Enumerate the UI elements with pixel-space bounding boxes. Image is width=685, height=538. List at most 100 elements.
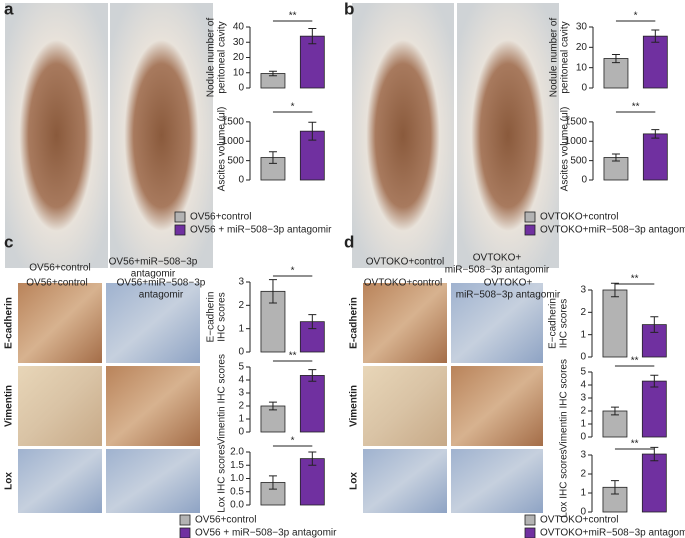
- ihc-photo: [451, 449, 543, 513]
- y-tick-label: 20: [233, 52, 245, 63]
- error-bar: [308, 369, 317, 382]
- row-label: Vimentin: [349, 385, 360, 427]
- y-tick-label: 0: [238, 175, 244, 186]
- y-tick-label: 0: [580, 352, 586, 363]
- y-axis-label: Nodule number of: [549, 18, 560, 98]
- y-axis-label: IHC scores: [559, 299, 570, 348]
- error-bar: [611, 53, 620, 64]
- legend-label: OV56+control: [190, 212, 251, 223]
- y-tick-label: 0: [238, 83, 244, 94]
- ihc-photo: [106, 366, 200, 446]
- y-tick-label: 0.0: [230, 500, 244, 511]
- row-label: E-cadherin: [4, 297, 15, 349]
- ihc-photo: [451, 366, 543, 446]
- y-tick-label: 2: [580, 307, 586, 318]
- ihc-photo: [363, 366, 447, 446]
- ihc-photo: [106, 449, 200, 513]
- photo-caption: OV56+miR−508−3p: [117, 278, 206, 289]
- legend-swatch: [179, 527, 191, 538]
- error-bar: [651, 29, 660, 43]
- y-tick-label: 1000: [222, 136, 245, 147]
- y-axis-label: Ascites volume (μl): [217, 107, 228, 192]
- photo-caption: miR−508−3p antagomir: [456, 290, 561, 301]
- y-tick-label: 2: [238, 401, 244, 412]
- photo-caption: OV56+control: [26, 278, 87, 289]
- y-tick-label: 0: [238, 427, 244, 438]
- legend-label: OVTOKO+miR−508−3p antagomir: [540, 225, 685, 236]
- y-tick-label: 0.5: [230, 486, 244, 497]
- photo-caption: miR−508−3p antagomir: [445, 265, 550, 276]
- bar: [642, 35, 668, 89]
- y-axis-label: Lox IHC scores: [559, 449, 570, 517]
- legend-swatch: [174, 224, 186, 236]
- y-tick-label: 1: [238, 414, 244, 425]
- legend-swatch: [524, 211, 536, 223]
- error-bar: [268, 151, 277, 164]
- y-tick-label: 2: [580, 406, 586, 417]
- legend-label: OV56 + miR−508−3p antagomir: [195, 528, 337, 538]
- y-tick-label: 2.0: [230, 447, 244, 458]
- error-bar: [650, 374, 659, 388]
- ihc-photo: [18, 366, 102, 446]
- y-tick-label: 20: [576, 42, 588, 53]
- row-label: Lox: [349, 472, 360, 490]
- error-bar: [268, 475, 277, 490]
- legend-label: OVTOKO+miR−508−3p antagomir: [540, 528, 685, 538]
- bar: [641, 380, 667, 438]
- ihc-photo: [106, 283, 200, 363]
- y-axis-label: E−cadherin: [548, 298, 559, 349]
- significance-label: **: [632, 102, 640, 113]
- error-bar: [308, 451, 317, 466]
- mouse-photo: [110, 3, 213, 268]
- significance-label: **: [631, 439, 639, 450]
- y-tick-label: 1.0: [230, 473, 244, 484]
- bar: [299, 375, 325, 433]
- y-tick-label: 0: [580, 432, 586, 443]
- photo-caption: antagomir: [131, 269, 176, 280]
- significance-label: *: [291, 102, 295, 113]
- y-tick-label: 1500: [222, 117, 245, 128]
- error-bar: [611, 153, 620, 162]
- y-tick-label: 0: [581, 83, 587, 94]
- error-bar: [610, 282, 619, 298]
- y-axis-label: Vimentin IHC scores: [559, 359, 570, 450]
- significance-label: **: [289, 11, 297, 22]
- ihc-photo: [363, 449, 447, 513]
- significance-label: *: [291, 266, 295, 277]
- y-tick-label: 30: [576, 22, 588, 33]
- y-tick-label: 1: [238, 323, 244, 334]
- y-axis-label: peritoneal cavity: [560, 21, 571, 93]
- significance-label: *: [291, 436, 295, 447]
- ihc-photo: [18, 283, 102, 363]
- significance-label: *: [634, 11, 638, 22]
- y-tick-label: 1: [580, 329, 586, 340]
- legend-swatch: [524, 514, 536, 526]
- y-tick-label: 0: [580, 507, 586, 518]
- bar: [603, 58, 629, 89]
- significance-label: **: [631, 356, 639, 367]
- significance-label: **: [289, 351, 297, 362]
- ihc-photo: [18, 449, 102, 513]
- ihc-photo: [451, 283, 543, 363]
- bar: [602, 289, 628, 358]
- y-axis-label: IHC scores: [217, 292, 228, 341]
- y-axis-label: Lox IHC scores: [217, 444, 228, 512]
- y-axis-label: Ascites volume (μl): [560, 107, 571, 192]
- y-tick-label: 1: [580, 419, 586, 430]
- mouse-photo: [457, 3, 559, 268]
- row-label: E-cadherin: [349, 297, 360, 349]
- y-tick-label: 1: [580, 488, 586, 499]
- y-tick-label: 3: [580, 285, 586, 296]
- ihc-photo: [363, 283, 447, 363]
- photo-caption: OVTOKO+control: [366, 257, 444, 268]
- y-tick-label: 4: [238, 375, 244, 386]
- legend-label: OV56 + miR−508−3p antagomir: [190, 225, 332, 236]
- bar: [641, 453, 667, 513]
- y-tick-label: 1500: [565, 117, 588, 128]
- y-tick-label: 1.5: [230, 460, 244, 471]
- error-bar: [651, 129, 660, 139]
- y-tick-label: 500: [570, 155, 587, 166]
- row-label: Lox: [4, 472, 15, 490]
- y-tick-label: 500: [227, 155, 244, 166]
